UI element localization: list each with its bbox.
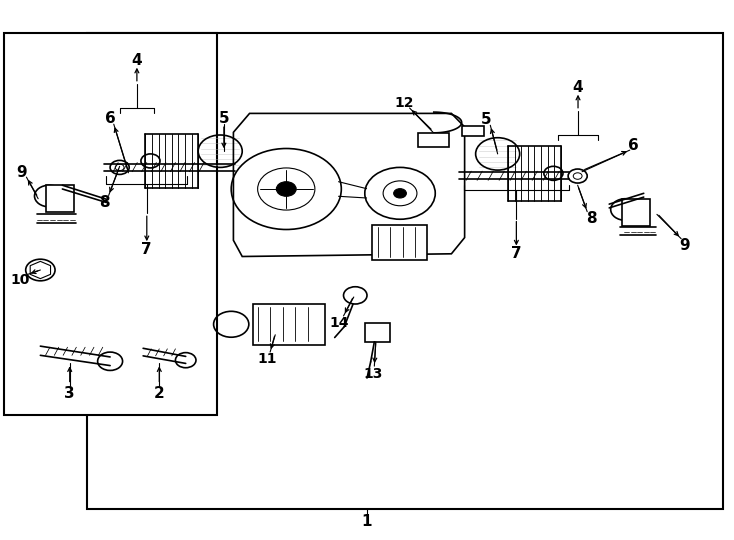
Bar <box>462 126 484 136</box>
Circle shape <box>393 188 407 198</box>
Bar <box>253 304 325 345</box>
Text: 7: 7 <box>142 242 152 257</box>
Text: 5: 5 <box>481 112 491 127</box>
Text: 2: 2 <box>154 386 164 401</box>
Text: 4: 4 <box>573 80 584 95</box>
Text: 9: 9 <box>17 165 27 180</box>
Text: 10: 10 <box>11 273 30 287</box>
Circle shape <box>276 181 296 197</box>
Bar <box>87 33 723 509</box>
Text: 12: 12 <box>394 96 413 110</box>
Text: 8: 8 <box>586 211 597 226</box>
Text: 11: 11 <box>258 352 277 366</box>
Text: 13: 13 <box>363 367 382 381</box>
Bar <box>46 185 74 212</box>
Text: 14: 14 <box>330 316 349 330</box>
Bar <box>4 33 217 415</box>
Text: 6: 6 <box>628 138 639 153</box>
Bar <box>622 199 650 226</box>
Bar <box>365 323 390 342</box>
Text: 3: 3 <box>65 386 75 401</box>
Text: 6: 6 <box>105 111 115 126</box>
Text: 4: 4 <box>131 53 142 68</box>
Bar <box>372 225 427 260</box>
Text: 7: 7 <box>511 246 522 261</box>
Text: 1: 1 <box>362 514 372 529</box>
Text: 8: 8 <box>99 195 109 210</box>
Bar <box>418 133 449 147</box>
Text: 9: 9 <box>679 238 689 253</box>
Text: 5: 5 <box>219 111 229 126</box>
